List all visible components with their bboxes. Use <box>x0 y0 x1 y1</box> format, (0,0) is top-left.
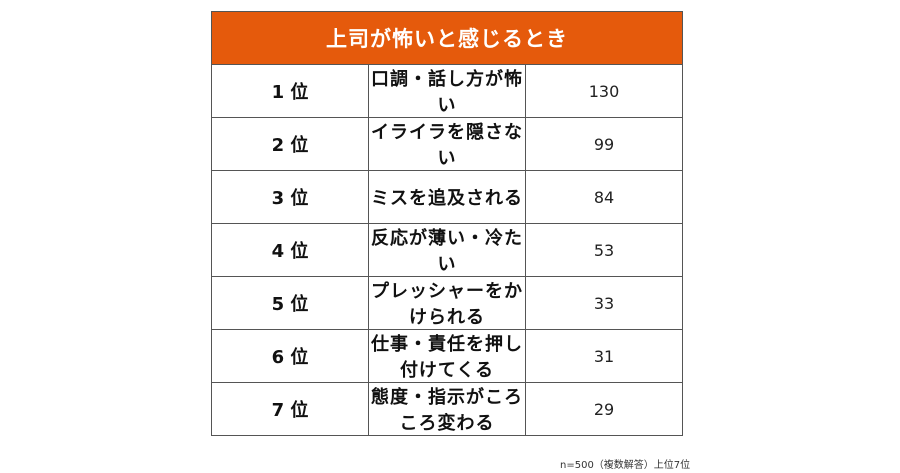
count-cell: 130 <box>525 64 683 118</box>
ranking-table: 上司が怖いと感じるとき 1 位 口調・話し方が怖い 130 2 位 イライラを隠… <box>211 11 683 436</box>
count-cell: 33 <box>525 276 683 330</box>
table-title: 上司が怖いと感じるとき <box>211 11 683 65</box>
item-cell: 反応が薄い・冷たい <box>368 223 526 277</box>
title-row: 上司が怖いと感じるとき <box>211 11 683 65</box>
rank-cell: 3 位 <box>211 170 369 224</box>
item-cell: 仕事・責任を押し付けてくる <box>368 329 526 383</box>
count-cell: 31 <box>525 329 683 383</box>
item-cell: 口調・話し方が怖い <box>368 64 526 118</box>
rank-cell: 6 位 <box>211 329 369 383</box>
item-cell: プレッシャーをかけられる <box>368 276 526 330</box>
count-cell: 29 <box>525 382 683 436</box>
table-row: 2 位 イライラを隠さない 99 <box>211 117 683 171</box>
rank-cell: 4 位 <box>211 223 369 277</box>
count-cell: 53 <box>525 223 683 277</box>
sample-note: n=500（複数解答）上位7位 <box>560 460 691 471</box>
item-cell: ミスを追及される <box>368 170 526 224</box>
item-cell: 態度・指示がころころ変わる <box>368 382 526 436</box>
table-row: 5 位 プレッシャーをかけられる 33 <box>211 276 683 330</box>
table-row: 7 位 態度・指示がころころ変わる 29 <box>211 382 683 436</box>
count-cell: 99 <box>525 117 683 171</box>
rank-cell: 5 位 <box>211 276 369 330</box>
table-row: 3 位 ミスを追及される 84 <box>211 170 683 224</box>
count-cell: 84 <box>525 170 683 224</box>
rank-cell: 7 位 <box>211 382 369 436</box>
rank-cell: 2 位 <box>211 117 369 171</box>
table-row: 4 位 反応が薄い・冷たい 53 <box>211 223 683 277</box>
rank-cell: 1 位 <box>211 64 369 118</box>
table-row: 6 位 仕事・責任を押し付けてくる 31 <box>211 329 683 383</box>
table-row: 1 位 口調・話し方が怖い 130 <box>211 64 683 118</box>
item-cell: イライラを隠さない <box>368 117 526 171</box>
